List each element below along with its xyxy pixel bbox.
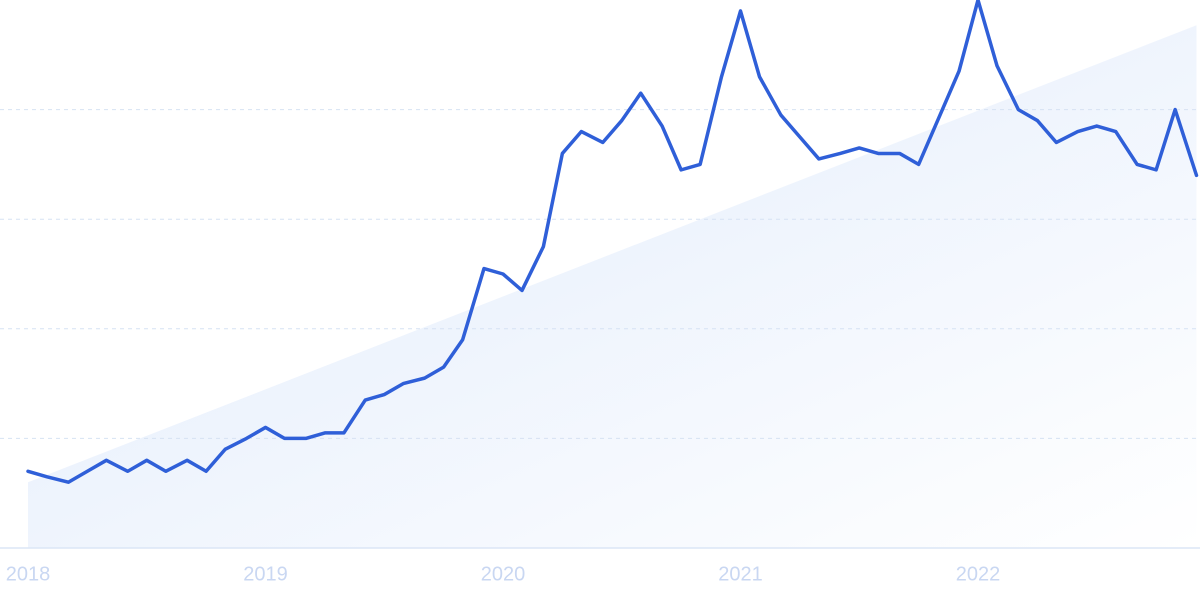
x-tick-label: 2019 (243, 563, 288, 585)
x-tick-label: 2020 (481, 563, 526, 585)
x-tick-label: 2022 (956, 563, 1001, 585)
trend-line (26, 0, 1199, 484)
x-tick-label: 2018 (6, 563, 51, 585)
x-tick-label: 2021 (718, 563, 763, 585)
